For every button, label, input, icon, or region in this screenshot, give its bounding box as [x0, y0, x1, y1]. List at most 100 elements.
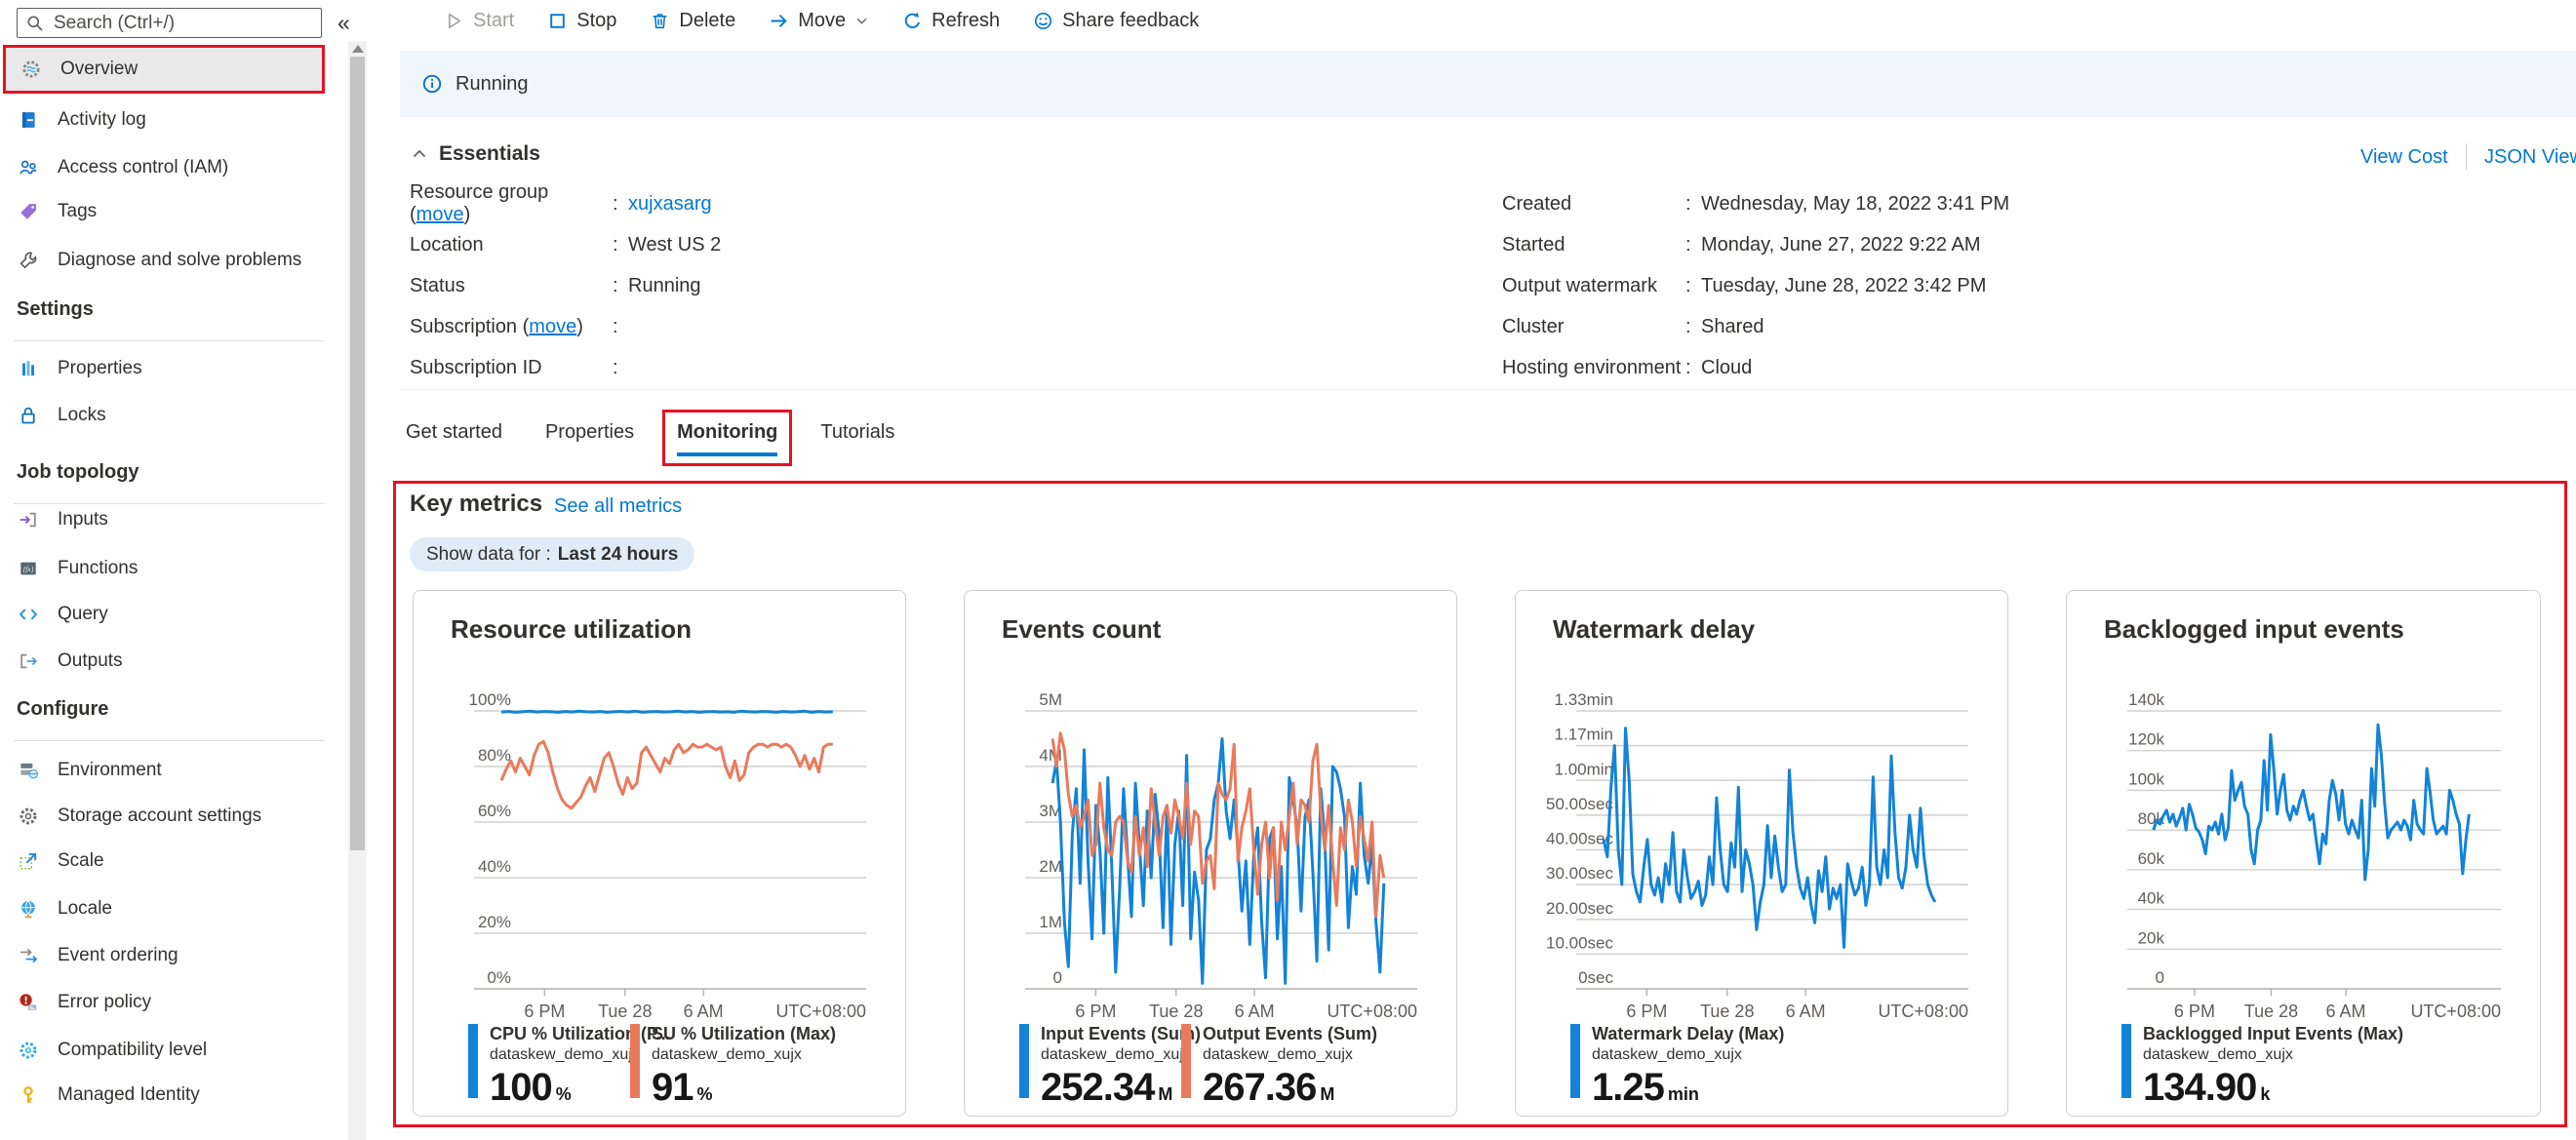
svg-text:5M: 5M: [1039, 690, 1062, 709]
svg-text:Tue 28: Tue 28: [1700, 1002, 1754, 1021]
field-value: Tuesday, June 28, 2022 3:42 PM: [1701, 274, 1987, 296]
sidebar-item-tags[interactable]: Tags: [3, 188, 325, 235]
sidebar-item-compatibility-level[interactable]: Compatibility level: [3, 1027, 325, 1074]
search-input[interactable]: [52, 11, 313, 35]
show-data-for-filter[interactable]: Show data for : Last 24 hours: [410, 537, 695, 571]
sidebar-item-event-ordering[interactable]: Event ordering: [3, 932, 325, 979]
sidebar-item-overview[interactable]: Overview: [3, 45, 325, 94]
sidebar-item-properties[interactable]: Properties: [3, 345, 325, 392]
colon: :: [1685, 315, 1691, 337]
move-link[interactable]: move: [529, 315, 577, 337]
sidebar-item-error-policy[interactable]: Error policy: [3, 979, 325, 1026]
sidebar-search[interactable]: [17, 8, 322, 38]
sidebar-item-storage-account-settings[interactable]: Storage account settings: [3, 793, 325, 840]
move-button[interactable]: Move: [769, 10, 869, 32]
sidebar-item-label: Properties: [58, 358, 142, 378]
field-value: Monday, June 27, 2022 9:22 AM: [1701, 233, 1981, 256]
colon: :: [613, 274, 618, 296]
legend-color-bar: [1019, 1024, 1029, 1098]
smiley-icon: [1033, 11, 1053, 31]
sidebar-item-label: Outputs: [58, 650, 123, 671]
legend-color-bar: [630, 1024, 640, 1098]
start-button[interactable]: Start: [444, 10, 514, 32]
sidebar-section-divider: [14, 740, 324, 741]
sidebar-item-query[interactable]: Query: [3, 591, 325, 638]
code-brackets-icon: [18, 604, 39, 625]
sidebar-item-environment[interactable]: Environment: [3, 747, 325, 794]
svg-text:0sec: 0sec: [1578, 968, 1613, 987]
sidebar-item-managed-identity[interactable]: Managed Identity: [3, 1072, 325, 1119]
sidebar-scrollbar-thumb[interactable]: [350, 57, 365, 850]
essentials-title: Essentials: [439, 142, 540, 165]
sidebar-item-access-control-iam[interactable]: Access control (IAM): [3, 144, 325, 191]
field-label: Subscription (move): [410, 315, 583, 337]
sidebar-item-activity-log[interactable]: Activity log: [3, 97, 325, 143]
field-label: Cluster: [1502, 315, 1565, 337]
legend-value-unit: %: [696, 1084, 713, 1104]
view-cost-link[interactable]: View Cost: [2360, 146, 2448, 168]
share-feedback-button[interactable]: Share feedback: [1033, 10, 1199, 32]
legend-value-number: 267.36: [1203, 1066, 1317, 1109]
move-link[interactable]: move: [416, 204, 464, 225]
sidebar-item-inputs[interactable]: Inputs: [3, 496, 325, 543]
essentials-toggle[interactable]: Essentials: [410, 142, 540, 166]
svg-text:1.33min: 1.33min: [1555, 690, 1613, 709]
chart-title: Resource utilization: [451, 614, 693, 644]
field-label: Hosting environment: [1502, 356, 1682, 378]
tab-tutorials[interactable]: Tutorials: [820, 410, 894, 466]
chart-plot: 100% 80% 60% 40% 20% 0% 6 PM Tue 28 6 AM UTC+08:0…: [469, 690, 866, 1021]
svg-text:3M: 3M: [1039, 802, 1062, 820]
delete-button[interactable]: Delete: [650, 10, 735, 32]
legend-resource-name: dataskew_demo_xujx: [490, 1046, 640, 1063]
essentials-row-cluster: Cluster: Shared: [1502, 306, 2009, 347]
field-value: Cloud: [1701, 356, 1753, 378]
chart-legend-entry: CPU % Utilization (P... dataskew_demo_xuj…: [468, 1024, 671, 1110]
svg-text:30.00sec: 30.00sec: [1546, 864, 1613, 883]
sidebar-item-outputs[interactable]: Outputs: [3, 638, 325, 685]
refresh-button[interactable]: Refresh: [902, 10, 1000, 32]
legend-value-number: 252.34: [1041, 1066, 1155, 1109]
links-divider: [2466, 143, 2467, 170]
essentials-row-started: Started: Monday, June 27, 2022 9:22 AM: [1502, 224, 2009, 265]
svg-text:6 AM: 6 AM: [2326, 1002, 2366, 1021]
svg-text:0%: 0%: [487, 968, 511, 987]
essentials-row-hosting-environment: Hosting environment: Cloud: [1502, 347, 2009, 388]
sidebar-item-locks[interactable]: Locks: [3, 392, 325, 439]
sidebar-item-diagnose-and-solve-problems[interactable]: Diagnose and solve problems: [3, 237, 325, 284]
legend-value-number: 100: [490, 1066, 553, 1109]
tab-label: Tutorials: [820, 421, 895, 443]
sidebar-item-locale[interactable]: Locale: [3, 885, 325, 932]
legend-color-bar: [468, 1024, 478, 1098]
refresh-icon: [902, 11, 923, 31]
tab-monitoring[interactable]: Monitoring: [662, 410, 793, 466]
metric-card-watermark-delay: Watermark delay 1.33min 1.17min 1.00min 50.0…: [1515, 590, 2008, 1117]
stop-square-icon: [547, 11, 568, 31]
metric-card-events-count: Events count 5M 4M 3M 2M 1M 0 6 PM Tue 28 6 AM UTC…: [964, 590, 1457, 1117]
output-arrow-icon: [18, 650, 39, 672]
sidebar-item-label: Activity log: [58, 109, 146, 130]
globe-icon: [18, 898, 39, 920]
scrollbar-up-arrow-icon[interactable]: [352, 45, 364, 53]
sidebar-item-scale[interactable]: Scale: [3, 838, 325, 884]
legend-resource-name: dataskew_demo_xujx: [2143, 1046, 2293, 1063]
json-view-link[interactable]: JSON View: [2484, 146, 2576, 168]
sidebar-item-functions[interactable]: {fx} Functions: [3, 545, 325, 592]
tab-properties[interactable]: Properties: [545, 410, 634, 466]
essentials-row-resource-group: Resource group (move): xujxasarg: [410, 181, 721, 225]
svg-text:6 AM: 6 AM: [1786, 1002, 1826, 1021]
legend-value: 134.90 k: [2143, 1066, 2403, 1110]
stop-button[interactable]: Stop: [547, 10, 616, 32]
essentials-left-column: Resource group (move): xujxasarg Location:…: [410, 181, 721, 388]
svg-text:6 PM: 6 PM: [1075, 1002, 1116, 1021]
sidebar-collapse-button[interactable]: «: [337, 10, 350, 35]
content-tabs: Get started Properties Monitoring Tutorials: [406, 410, 894, 466]
svg-text:20.00sec: 20.00sec: [1546, 899, 1613, 918]
svg-text:6 AM: 6 AM: [684, 1002, 724, 1021]
see-all-metrics-link[interactable]: See all metrics: [554, 495, 683, 517]
tab-label: Properties: [544, 421, 635, 443]
field-value[interactable]: xujxasarg: [628, 192, 712, 215]
chart-title: Watermark delay: [1553, 614, 1756, 644]
tab-get-started[interactable]: Get started: [406, 410, 502, 466]
